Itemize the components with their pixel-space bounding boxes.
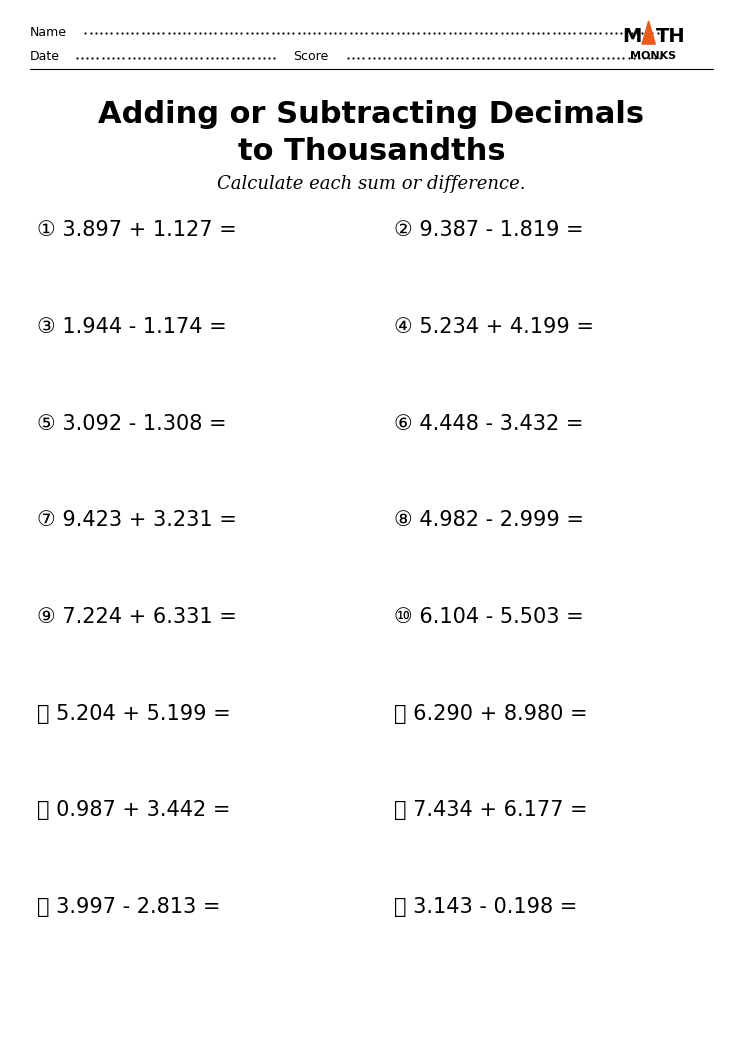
Text: ⑥ 4.448 - 3.432 =: ⑥ 4.448 - 3.432 =	[394, 414, 583, 434]
Text: M: M	[623, 27, 642, 46]
Text: Score: Score	[293, 50, 328, 63]
Text: MONKS: MONKS	[630, 51, 676, 62]
Text: Adding or Subtracting Decimals: Adding or Subtracting Decimals	[98, 100, 645, 129]
Text: Calculate each sum or difference.: Calculate each sum or difference.	[217, 175, 526, 193]
Text: ⑤ 3.092 - 1.308 =: ⑤ 3.092 - 1.308 =	[37, 414, 227, 434]
Text: ⑯ 3.143 - 0.198 =: ⑯ 3.143 - 0.198 =	[394, 897, 577, 917]
Text: Name: Name	[30, 26, 67, 39]
Text: ⑨ 7.224 + 6.331 =: ⑨ 7.224 + 6.331 =	[37, 607, 237, 627]
Text: ⑫ 6.290 + 8.980 =: ⑫ 6.290 + 8.980 =	[394, 704, 588, 723]
Text: ④ 5.234 + 4.199 =: ④ 5.234 + 4.199 =	[394, 317, 594, 337]
Text: ② 9.387 - 1.819 =: ② 9.387 - 1.819 =	[394, 220, 583, 240]
Text: ⑭ 7.434 + 6.177 =: ⑭ 7.434 + 6.177 =	[394, 800, 588, 820]
Text: ⑮ 3.997 - 2.813 =: ⑮ 3.997 - 2.813 =	[37, 897, 221, 917]
Text: ⑪ 5.204 + 5.199 =: ⑪ 5.204 + 5.199 =	[37, 704, 231, 723]
Text: ⑦ 9.423 + 3.231 =: ⑦ 9.423 + 3.231 =	[37, 510, 237, 530]
Text: Date: Date	[30, 50, 59, 63]
Text: ① 3.897 + 1.127 =: ① 3.897 + 1.127 =	[37, 220, 237, 240]
Text: ⑩ 6.104 - 5.503 =: ⑩ 6.104 - 5.503 =	[394, 607, 583, 627]
Polygon shape	[642, 21, 655, 44]
Text: TH: TH	[656, 27, 686, 46]
Text: ③ 1.944 - 1.174 =: ③ 1.944 - 1.174 =	[37, 317, 227, 337]
Text: ⑧ 4.982 - 2.999 =: ⑧ 4.982 - 2.999 =	[394, 510, 584, 530]
Text: ⑬ 0.987 + 3.442 =: ⑬ 0.987 + 3.442 =	[37, 800, 230, 820]
Text: to Thousandths: to Thousandths	[238, 136, 505, 166]
